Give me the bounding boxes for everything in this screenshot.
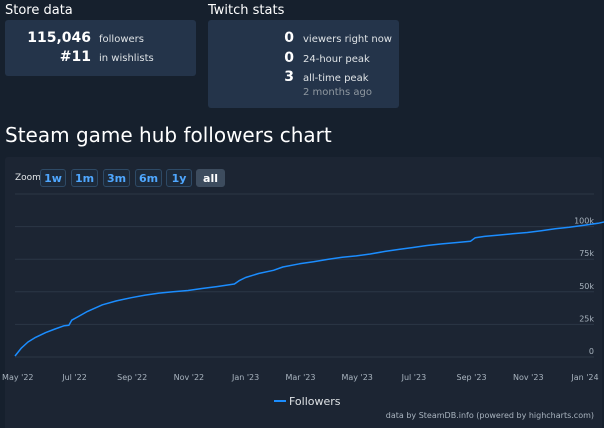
zoom-label: Zoom	[15, 173, 41, 183]
peak-24h-count: 0	[284, 50, 294, 66]
zoom-1m-button[interactable]: 1m	[71, 169, 98, 187]
wishlist-label: in wishlists	[99, 53, 154, 64]
all-time-peak-count: 3	[284, 69, 294, 85]
store-data-card: 115,046 followers #11 in wishlists	[5, 20, 196, 76]
followers-count: 115,046	[27, 30, 91, 46]
zoom-all-button[interactable]: all	[196, 169, 225, 187]
twitch-stats-title: Twitch stats	[208, 3, 285, 18]
peak-24h-label: 24-hour peak	[303, 54, 370, 65]
chart-credits[interactable]: data by SteamDB.info (powered by highcha…	[385, 411, 594, 420]
viewers-now-count: 0	[284, 30, 294, 46]
chart-panel	[5, 157, 602, 428]
viewers-now-label: viewers right now	[303, 34, 392, 45]
zoom-1y-button[interactable]: 1y	[166, 169, 192, 187]
twitch-stats-card: 0 viewers right now 0 24-hour peak 3 all…	[208, 20, 399, 108]
all-time-peak-label: all-time peak	[303, 73, 369, 84]
zoom-1w-button[interactable]: 1w	[40, 169, 66, 187]
store-data-title: Store data	[5, 3, 73, 18]
followers-label: followers	[99, 34, 144, 45]
chart-title: Steam game hub followers chart	[5, 123, 332, 147]
zoom-3m-button[interactable]: 3m	[103, 169, 130, 187]
wishlist-rank: #11	[59, 49, 91, 65]
zoom-6m-button[interactable]: 6m	[135, 169, 162, 187]
all-time-peak-date: 2 months ago	[303, 87, 372, 98]
